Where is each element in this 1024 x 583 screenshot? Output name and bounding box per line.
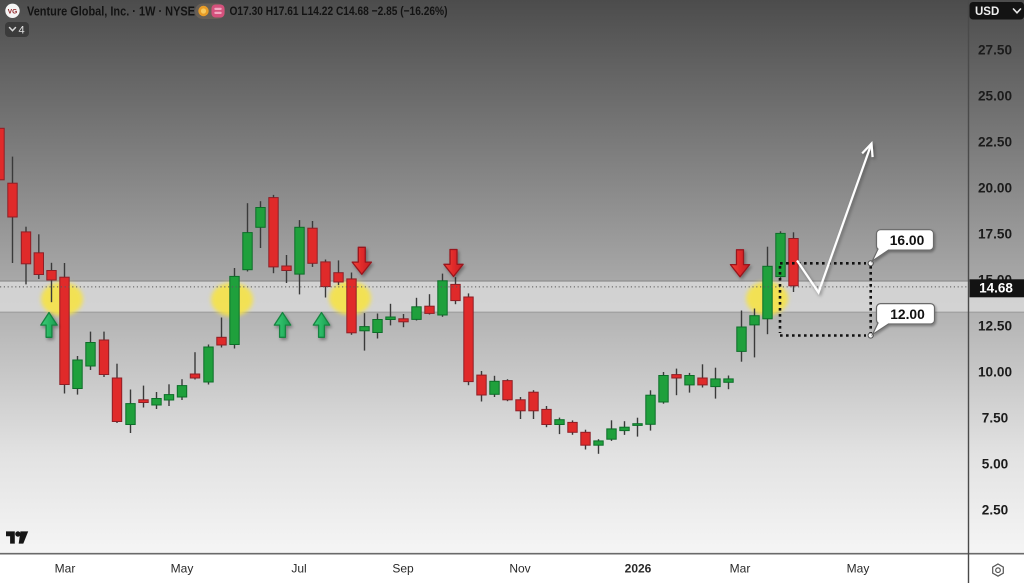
svg-text:Nov: Nov <box>509 562 530 576</box>
svg-text:2.50: 2.50 <box>982 503 1008 518</box>
svg-text:VG: VG <box>8 8 17 15</box>
svg-text:4: 4 <box>19 25 25 37</box>
svg-text:16.00: 16.00 <box>890 233 925 248</box>
svg-text:22.50: 22.50 <box>978 135 1012 150</box>
svg-text:O17.30 H17.61 L14.22 C14.68 −2: O17.30 H17.61 L14.22 C14.68 −2.85 (−16.2… <box>230 4 448 18</box>
svg-text:Jul: Jul <box>291 562 306 576</box>
svg-text:7.50: 7.50 <box>982 411 1008 426</box>
svg-text:USD: USD <box>975 6 999 18</box>
svg-text:Sep: Sep <box>392 562 414 576</box>
svg-text:12.50: 12.50 <box>978 319 1012 334</box>
svg-text:27.50: 27.50 <box>978 43 1012 58</box>
svg-text:Mar: Mar <box>730 562 751 576</box>
svg-text:Mar: Mar <box>55 562 76 576</box>
svg-text:Venture Global, Inc. · 1W · NY: Venture Global, Inc. · 1W · NYSE <box>27 4 195 19</box>
svg-text:2026: 2026 <box>625 562 652 576</box>
svg-text:12.00: 12.00 <box>890 307 925 322</box>
svg-text:10.00: 10.00 <box>978 365 1012 380</box>
svg-text:17.50: 17.50 <box>978 227 1012 242</box>
svg-text:20.00: 20.00 <box>978 181 1012 196</box>
svg-text:5.00: 5.00 <box>982 457 1008 472</box>
svg-text:May: May <box>847 562 870 576</box>
svg-text:14.68: 14.68 <box>979 281 1013 296</box>
svg-text:May: May <box>171 562 194 576</box>
svg-text:25.00: 25.00 <box>978 89 1012 104</box>
